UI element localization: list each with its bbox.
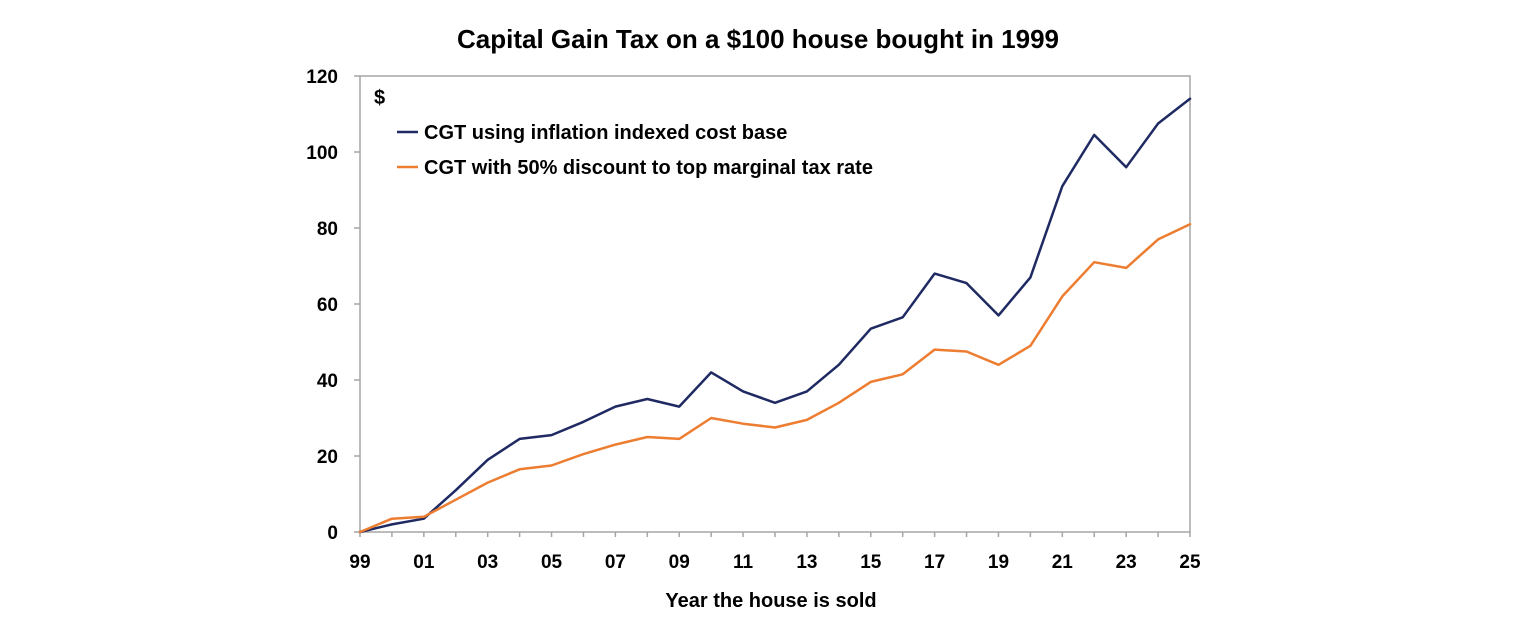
x-axis-title: Year the house is sold bbox=[665, 590, 876, 612]
x-tick-label: 15 bbox=[860, 552, 882, 573]
y-tick-label: 40 bbox=[317, 371, 338, 392]
y-tick-label: 100 bbox=[306, 143, 338, 164]
x-axis: 99 01 03 05 07 09 11 13 15 17 19 21 23 25 bbox=[349, 532, 1201, 573]
x-tick-label: 99 bbox=[349, 552, 370, 573]
x-tick-label: 19 bbox=[988, 552, 1009, 573]
x-tick-label: 17 bbox=[924, 552, 945, 573]
x-tick-label: 05 bbox=[541, 552, 563, 573]
series-layer bbox=[358, 97, 1192, 534]
x-tick-label: 03 bbox=[477, 552, 498, 573]
x-tick-label: 11 bbox=[733, 552, 754, 573]
legend-label-1: CGT using inflation indexed cost base bbox=[424, 122, 787, 144]
y-axis-unit-label: $ bbox=[374, 87, 385, 109]
x-tick-label: 01 bbox=[413, 552, 435, 573]
y-tick-label: 80 bbox=[317, 219, 338, 240]
chart-title: Capital Gain Tax on a $100 house bought … bbox=[457, 24, 1059, 54]
legend-label-2: CGT with 50% discount to top marginal ta… bbox=[424, 157, 873, 179]
x-tick-label: 21 bbox=[1052, 552, 1074, 573]
legend: CGT using inflation indexed cost base CGT… bbox=[397, 122, 873, 179]
y-tick-label: 20 bbox=[317, 447, 338, 468]
x-tick-label: 13 bbox=[796, 552, 817, 573]
series-line-1 bbox=[358, 97, 1192, 534]
x-tick-label: 09 bbox=[669, 552, 690, 573]
series-line-2 bbox=[358, 222, 1192, 534]
y-tick-label: 60 bbox=[317, 295, 338, 316]
x-tick-label: 23 bbox=[1116, 552, 1137, 573]
x-tick-label: 07 bbox=[605, 552, 626, 573]
y-tick-label: 0 bbox=[327, 523, 338, 544]
y-axis: 0 20 40 60 80 100 120 bbox=[306, 67, 360, 544]
y-tick-label: 120 bbox=[306, 67, 338, 88]
x-tick-label: 25 bbox=[1179, 552, 1201, 573]
